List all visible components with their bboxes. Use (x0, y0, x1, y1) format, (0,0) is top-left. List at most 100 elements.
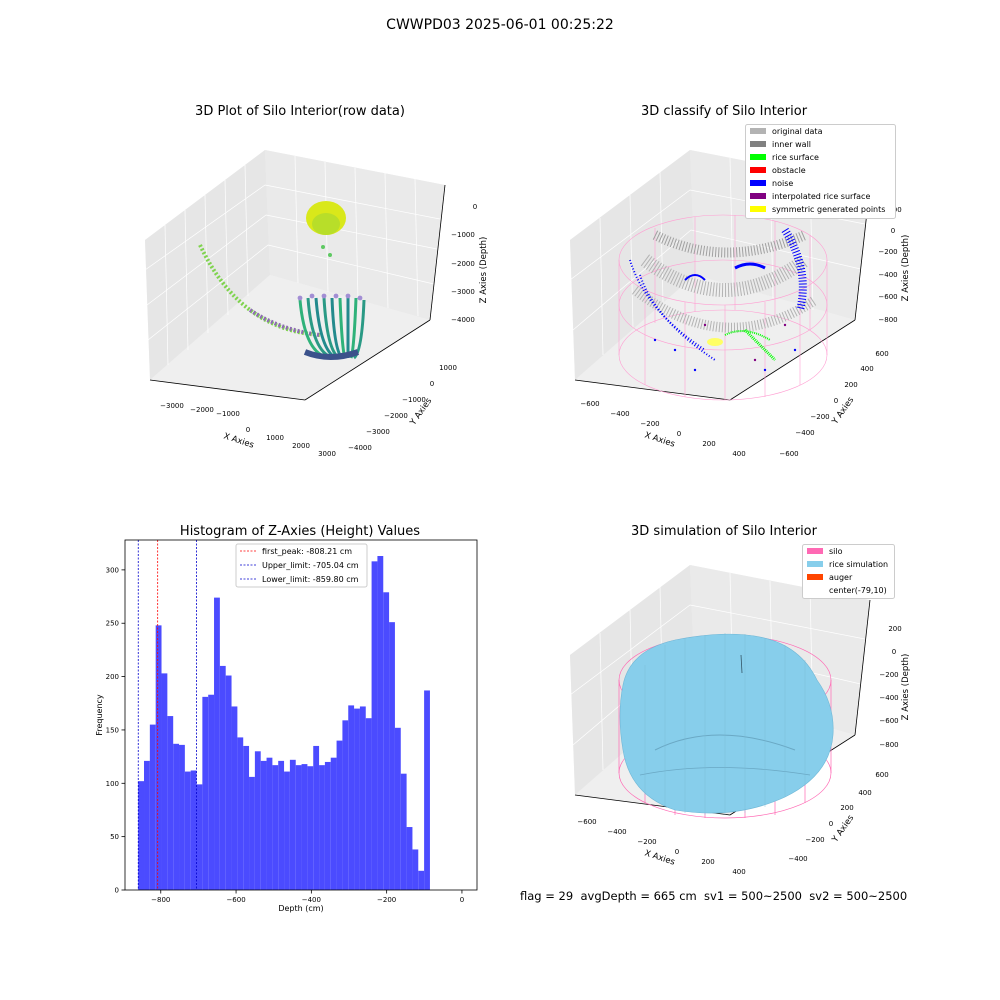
histogram-bar (225, 675, 232, 890)
histogram-bar (330, 757, 337, 890)
histogram-bar (167, 716, 174, 890)
raw-z-tick: −3000 (451, 288, 475, 296)
legend-first-peak: first_peak: -808.21 cm (262, 547, 352, 556)
histogram-bar (418, 870, 425, 890)
legend-auger: auger (829, 573, 853, 582)
raw-x-tick: 1000 (266, 434, 284, 442)
histogram-bar (301, 764, 308, 890)
legend-interpolated: interpolated rice surface (772, 192, 870, 201)
raw-y-tick: 1000 (439, 364, 457, 372)
raw-x-tick: −1000 (216, 410, 240, 418)
figure-title: CWWPD03 2025-06-01 00:25:22 (386, 17, 614, 33)
histogram-bar (231, 706, 238, 890)
simulation-z-tick: 200 (888, 625, 901, 633)
raw-z-tick: −1000 (451, 231, 475, 239)
simulation-legend: silo rice simulation auger center(-79,10… (802, 544, 895, 599)
histogram-x-axis-label: Depth (cm) (278, 904, 323, 913)
simulation-x-tick: 200 (701, 858, 714, 866)
simulation-x-tick: 0 (675, 848, 679, 856)
histogram-bar (424, 690, 430, 890)
histogram-legend: first_peak: -808.21 cm Upper_limit: -705… (235, 543, 368, 588)
classify-x-tick: 200 (702, 440, 715, 448)
histogram-bar (149, 724, 156, 890)
raw-x-tick: −2000 (190, 406, 214, 414)
classify-x-tick: −200 (640, 420, 659, 428)
histogram-bar (254, 751, 261, 890)
raw-y-tick: −4000 (348, 444, 372, 452)
histogram-x-tick-label: −800 (151, 896, 170, 904)
simulation-x-tick: −400 (607, 828, 626, 836)
legend-noise: noise (772, 179, 793, 188)
simulation-y-tick: 200 (840, 804, 853, 812)
histogram-y-tick-label: 200 (106, 673, 119, 681)
raw-plot-title: 3D Plot of Silo Interior(row data) (195, 104, 405, 119)
simulation-y-tick: 400 (858, 789, 871, 797)
histogram-bar (359, 706, 366, 890)
histogram-bar (272, 765, 279, 890)
classify-z-tick: −800 (878, 316, 897, 324)
legend-rice-surface: rice surface (772, 153, 819, 162)
raw-y-tick: 0 (430, 380, 434, 388)
histogram-bar (214, 597, 220, 890)
classify-y-tick: −200 (810, 413, 829, 421)
histogram-bar (284, 771, 290, 890)
classify-z-axis-label: Z Axies (Depth) (901, 235, 911, 302)
classify-x-tick: 0 (677, 430, 681, 438)
histogram-axes-frame (124, 539, 478, 891)
histogram-bar (190, 770, 197, 890)
raw-x-tick: 0 (246, 426, 250, 434)
histogram-x-tick-label: −600 (226, 896, 245, 904)
histogram-bar (319, 765, 325, 890)
simulation-z-tick: 0 (892, 648, 896, 656)
histogram-y-tick-label: 0 (115, 887, 119, 895)
raw-3d-axes-box (144, 150, 446, 401)
histogram-bar (313, 745, 320, 890)
classify-z-tick: −600 (878, 293, 897, 301)
histogram-chart: −800 −600 −400 −200 0 0 50 100 150 200 250 300 Dep… (95, 539, 478, 913)
legend-rice-simulation: rice simulation (829, 560, 888, 569)
raw-y-tick: −1000 (402, 396, 426, 404)
raw-3d-plot: −3000 −2000 −1000 0 1000 2000 3000 1000 … (144, 150, 489, 458)
histogram-bar (371, 561, 378, 890)
classify-z-tick: 0 (891, 227, 895, 235)
raw-x-tick: 2000 (292, 442, 310, 450)
classify-x-axis-label: X Axies (643, 430, 676, 449)
simulation-z-tick: −800 (879, 741, 898, 749)
histogram-bar (184, 771, 191, 890)
histogram-bar (173, 743, 180, 890)
histogram-bar (237, 737, 244, 890)
classify-z-tick: −400 (878, 271, 897, 279)
simulation-z-tick: −200 (879, 671, 898, 679)
classify-y-tick: −400 (795, 429, 814, 437)
legend-obstacle: obstacle (772, 166, 806, 175)
simulation-3d-plot: −600 −400 −200 0 200 400 600 400 200 0 −… (569, 565, 911, 876)
simulation-z-axis-label: Z Axies (Depth) (901, 654, 911, 721)
histogram-y-tick-label: 150 (106, 726, 119, 734)
classify-plot-title: 3D classify of Silo Interior (640, 104, 808, 119)
simulation-z-tick: −400 (879, 694, 898, 702)
histogram-bar (249, 776, 255, 890)
histogram-bar (383, 592, 390, 890)
histogram-y-tick-label: 100 (106, 780, 119, 788)
histogram-bar (307, 766, 314, 890)
histogram-bar (179, 744, 185, 890)
raw-z-tick: 0 (473, 203, 477, 211)
legend-symmetric: symmetric generated points (772, 205, 885, 214)
raw-z-tick: −4000 (451, 316, 475, 324)
classify-y-tick: 200 (844, 381, 857, 389)
legend-silo: silo (829, 547, 843, 556)
histogram-title: Histogram of Z-Axies (Height) Values (179, 524, 421, 539)
raw-x-tick: −3000 (160, 402, 184, 410)
legend-original-data: original data (772, 127, 823, 136)
histogram-bar (202, 696, 209, 890)
simulation-y-tick: −400 (788, 855, 807, 863)
simulation-y-tick: −200 (805, 836, 824, 844)
simulation-y-tick: 600 (875, 771, 888, 779)
histogram-bar (278, 760, 285, 890)
histogram-y-tick-label: 300 (106, 566, 119, 574)
raw-x-tick: 3000 (318, 450, 336, 458)
legend-lower-limit: Lower_limit: -859.80 cm (262, 575, 359, 584)
simulation-rice-surface (619, 633, 834, 815)
simulation-plot-title: 3D simulation of Silo Interior (631, 524, 817, 539)
simulation-y-axis-label: Y Axies (830, 813, 857, 845)
